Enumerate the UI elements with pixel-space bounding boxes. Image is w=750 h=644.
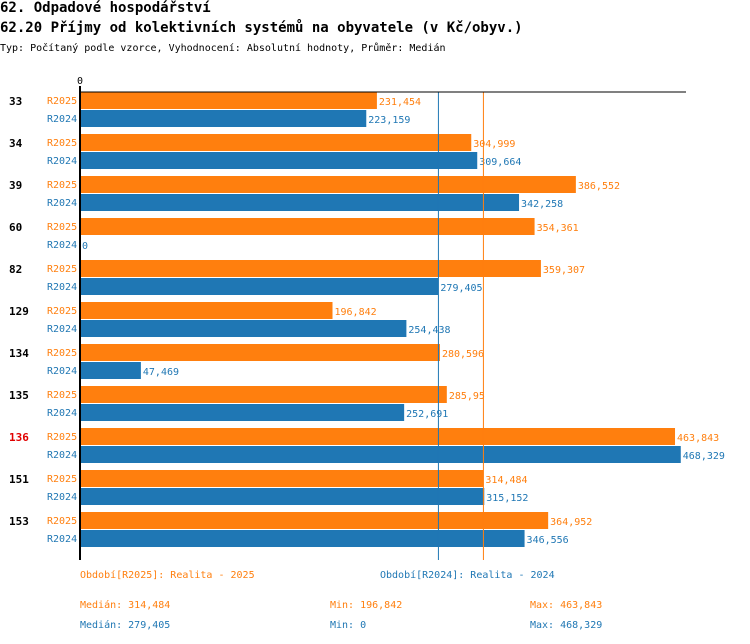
- bar-r2024: [80, 152, 478, 169]
- series-label: R2024: [47, 282, 77, 293]
- series-label: R2025: [47, 516, 77, 527]
- data-label: 364,952: [550, 517, 592, 528]
- series-label: R2024: [47, 366, 77, 377]
- series-label: R2025: [47, 222, 77, 233]
- data-label: 252,691: [406, 409, 448, 420]
- bar-r2025: [80, 344, 440, 361]
- chart-title: 62.20 Příjmy od kolektivních systémů na …: [0, 20, 523, 36]
- bar-chart: 0 33 R2025 231,454 R2024 223,159 34 R2025 304,99…: [9, 76, 725, 560]
- category-label: 135: [9, 389, 29, 402]
- bar-r2025: [80, 302, 333, 319]
- data-label: 359,307: [543, 265, 585, 276]
- data-label: 463,843: [677, 433, 719, 444]
- data-label: 304,999: [473, 139, 515, 150]
- data-label: 309,664: [479, 157, 521, 168]
- median-r2024: Medián: 279,405: [80, 620, 171, 631]
- series-label: R2024: [47, 156, 77, 167]
- data-label: 354,361: [537, 223, 579, 234]
- chart-subtitle: Typ: Počítaný podle vzorce, Vyhodnocení:…: [0, 43, 446, 54]
- series-label: R2025: [47, 348, 77, 359]
- category-label: 82: [9, 263, 22, 276]
- series-label: R2025: [47, 180, 77, 191]
- data-label: 47,469: [143, 367, 179, 378]
- series-label: R2024: [47, 240, 77, 251]
- data-label: 315,152: [486, 493, 528, 504]
- series-label: R2024: [47, 534, 77, 545]
- bar-r2024: [80, 194, 520, 211]
- data-label: 279,405: [440, 283, 482, 294]
- bar-r2025: [80, 134, 472, 151]
- bar-r2024: [80, 362, 141, 379]
- bar-r2024: [80, 278, 439, 295]
- section-title: 62. Odpadové hospodářství: [0, 0, 211, 16]
- data-label: 254,438: [408, 325, 450, 336]
- series-label: R2024: [47, 114, 77, 125]
- series-label: R2025: [47, 96, 77, 107]
- category-label: 39: [9, 179, 22, 192]
- bar-r2024: [80, 110, 367, 127]
- max-r2024: Max: 468,329: [530, 620, 603, 631]
- bar-r2025: [80, 176, 576, 193]
- bar-r2025: [80, 470, 484, 487]
- bar-r2025: [80, 260, 541, 277]
- series-label: R2024: [47, 324, 77, 335]
- bar-r2025: [80, 512, 549, 529]
- series-label: R2025: [47, 306, 77, 317]
- bar-r2025: [80, 386, 447, 403]
- series-label: R2025: [47, 390, 77, 401]
- data-label: 285,95: [449, 391, 485, 402]
- data-label: 231,454: [379, 97, 421, 108]
- bar-r2024: [80, 488, 485, 505]
- min-r2024: Min: 0: [330, 620, 367, 631]
- axis-zero-label: 0: [77, 76, 83, 87]
- category-label: 153: [9, 515, 29, 528]
- bar-r2025: [80, 218, 535, 235]
- series-label: R2025: [47, 138, 77, 149]
- series-label: R2025: [47, 432, 77, 443]
- data-label: 314,484: [485, 475, 527, 486]
- data-label: 0: [82, 241, 88, 252]
- series-label: R2024: [47, 492, 77, 503]
- bar-r2025: [80, 92, 377, 109]
- data-label: 196,842: [335, 307, 377, 318]
- bar-r2024: [80, 446, 681, 463]
- category-label: 129: [9, 305, 29, 318]
- series-label: R2024: [47, 198, 77, 209]
- series-label: R2024: [47, 450, 77, 461]
- bar-r2024: [80, 320, 407, 337]
- data-label: 342,258: [521, 199, 563, 210]
- category-label: 33: [9, 95, 22, 108]
- data-label: 346,556: [527, 535, 569, 546]
- data-label: 280,596: [442, 349, 484, 360]
- bar-r2024: [80, 404, 405, 421]
- legend-r2024: Období[R2024]: Realita - 2024: [380, 570, 555, 581]
- data-label: 386,552: [578, 181, 620, 192]
- category-label: 134: [9, 347, 29, 360]
- min-r2025: Min: 196,842: [330, 600, 403, 611]
- category-label: 136: [9, 431, 29, 444]
- category-label: 34: [9, 137, 23, 150]
- bar-r2024: [80, 530, 525, 547]
- category-label: 151: [9, 473, 29, 486]
- data-label: 468,329: [683, 451, 725, 462]
- series-label: R2025: [47, 474, 77, 485]
- bar-r2025: [80, 428, 676, 445]
- median-r2025: Medián: 314,484: [80, 600, 171, 611]
- max-r2025: Max: 463,843: [530, 600, 603, 611]
- data-label: 223,159: [368, 115, 410, 126]
- legend-r2025: Období[R2025]: Realita - 2025: [80, 570, 255, 581]
- category-label: 60: [9, 221, 22, 234]
- series-label: R2024: [47, 408, 77, 419]
- series-label: R2025: [47, 264, 77, 275]
